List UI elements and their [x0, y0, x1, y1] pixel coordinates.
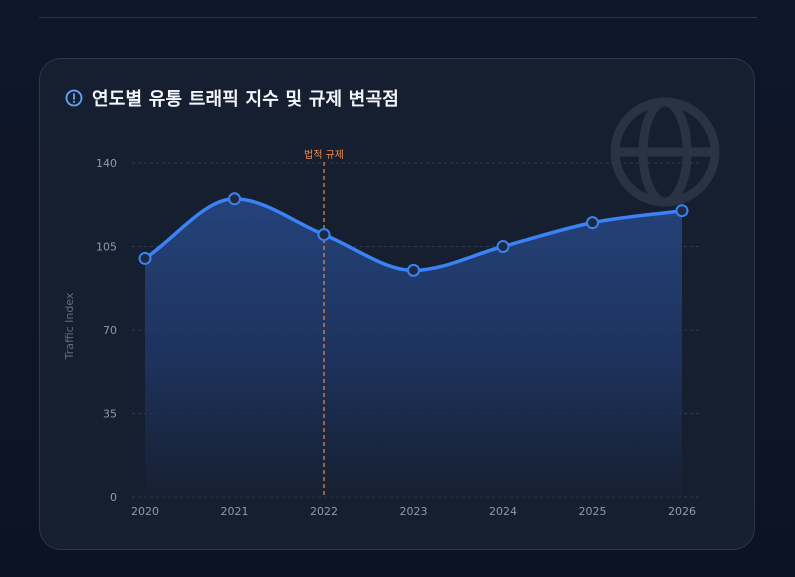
info-circle-icon — [65, 89, 83, 107]
chart-card: 연도별 유통 트래픽 지수 및 규제 변곡점 법적 규제 0 35 70 105 140… — [39, 58, 755, 550]
chart-title: 연도별 유통 트래픽 지수 및 규제 변곡점 — [92, 89, 399, 110]
labels-layer: 0 35 70 105 140 2020 2021 2022 2023 2024 2025 2026 T… — [63, 157, 696, 518]
data-point-2025[interactable] — [586, 216, 599, 230]
y-tick-label: 35 — [103, 408, 117, 421]
top-divider — [39, 17, 757, 18]
points-layer — [138, 192, 689, 277]
data-point-2020[interactable] — [138, 251, 152, 265]
data-point-2024[interactable] — [496, 240, 510, 253]
x-tick-label: 2025 — [579, 505, 607, 518]
y-tick-label: 70 — [103, 324, 117, 337]
y-tick-label: 105 — [96, 241, 117, 254]
x-tick-label: 2020 — [131, 505, 159, 518]
x-tick-label: 2026 — [668, 505, 696, 518]
data-point-2023[interactable] — [407, 263, 420, 277]
data-point-2022[interactable] — [317, 228, 331, 242]
y-axis-title: Traffic Index — [63, 292, 76, 360]
area-chart: 법적 규제 0 35 70 105 140 2020 2021 2022 2023 2024 202… — [63, 149, 702, 518]
globe-icon — [610, 97, 720, 207]
annotation-layer: 법적 규제 — [304, 149, 344, 497]
area-layer — [145, 198, 682, 498]
x-tick-label: 2024 — [489, 505, 517, 518]
y-tick-label: 140 — [96, 157, 117, 170]
card-header: 연도별 유통 트래픽 지수 및 규제 변곡점 — [65, 85, 399, 111]
data-point-2026[interactable] — [675, 204, 689, 218]
x-tick-label: 2021 — [221, 505, 249, 518]
y-tick-label: 0 — [110, 491, 117, 504]
x-tick-label: 2022 — [310, 505, 338, 518]
annotation-label: 법적 규제 — [304, 149, 344, 161]
x-tick-label: 2023 — [400, 505, 428, 518]
area-fill — [145, 198, 682, 498]
data-point-2021[interactable] — [228, 192, 241, 206]
